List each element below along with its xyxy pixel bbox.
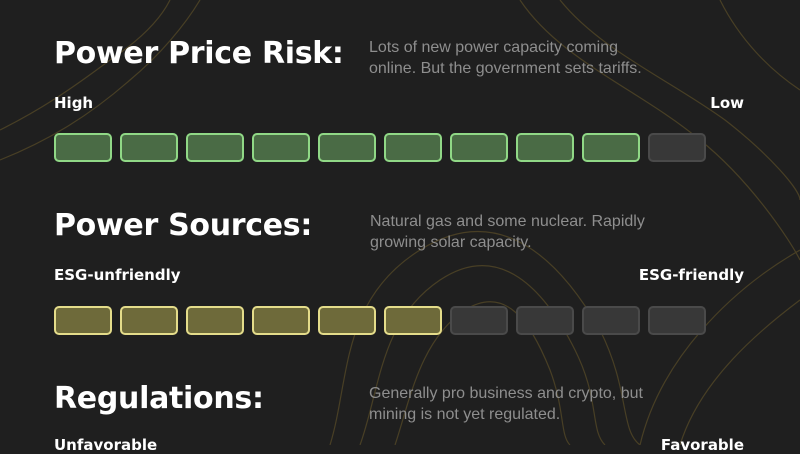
scale-segment-filled (384, 133, 442, 162)
section-title: Regulations: (54, 381, 264, 416)
scale-segment-filled (54, 133, 112, 162)
scale-segment-filled (54, 306, 112, 335)
scale-segment-filled (120, 306, 178, 335)
scale-segment-filled (252, 133, 310, 162)
section-title: Power Price Risk: (54, 36, 344, 71)
section-description: Natural gas and some nuclear. Rapidly gr… (370, 213, 645, 251)
scale-segment-empty (450, 306, 508, 335)
scale-segment-filled (186, 133, 244, 162)
scale-segment-filled (120, 133, 178, 162)
scale-segment-filled (318, 306, 376, 335)
section-title: Power Sources: (54, 208, 313, 243)
scale-segment-filled (186, 306, 244, 335)
scale-segment-empty (582, 306, 640, 335)
rating-scale (54, 133, 706, 162)
scale-right-label: Low (710, 94, 744, 112)
section-description: Generally pro business and crypto, but m… (369, 385, 643, 423)
scale-segment-filled (384, 306, 442, 335)
scale-segment-empty (516, 306, 574, 335)
scale-segment-filled (252, 306, 310, 335)
section-description: Lots of new power capacity coming online… (369, 39, 642, 77)
scale-segment-filled (318, 133, 376, 162)
scale-segment-filled (450, 133, 508, 162)
scale-segment-empty (648, 133, 706, 162)
scale-segment-filled (516, 133, 574, 162)
rating-scale (54, 306, 706, 335)
scale-left-label: Unfavorable (54, 436, 158, 454)
scale-segment-filled (582, 133, 640, 162)
scale-segment-empty (648, 306, 706, 335)
scale-right-label: Favorable (660, 436, 744, 454)
scale-left-label: ESG-unfriendly (54, 266, 181, 284)
scale-left-label: High (54, 94, 94, 112)
scale-right-label: ESG-friendly (638, 266, 744, 284)
